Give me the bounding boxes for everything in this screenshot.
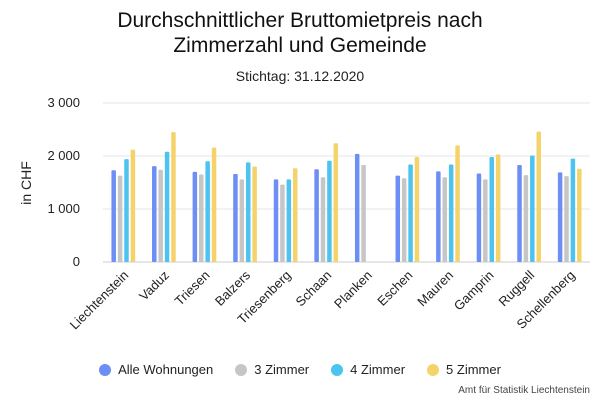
bar xyxy=(252,166,257,262)
bar xyxy=(523,175,529,262)
bar xyxy=(570,158,576,262)
bar xyxy=(333,143,339,262)
bar xyxy=(158,169,163,262)
bar xyxy=(495,154,501,262)
bar xyxy=(489,157,494,262)
bar xyxy=(171,132,176,262)
bar xyxy=(286,179,292,262)
bar xyxy=(292,168,298,262)
bar xyxy=(245,162,251,262)
bar xyxy=(455,145,460,262)
bar xyxy=(361,165,366,262)
x-tick-label: Eschen xyxy=(374,268,415,309)
bar xyxy=(211,147,217,262)
y-tick-label: 0 xyxy=(73,254,80,269)
bar xyxy=(442,177,448,262)
legend-label: 5 Zimmer xyxy=(446,362,501,377)
legend-swatch xyxy=(427,363,440,376)
x-tick-label: Triesen xyxy=(172,268,213,309)
chart-title: Durchschnittlicher Bruttomietpreis nach … xyxy=(0,8,600,58)
bar xyxy=(130,149,136,262)
bar xyxy=(327,160,332,262)
chart-title-line2: Zimmerzahl und Gemeinde xyxy=(173,34,427,57)
legend-swatch xyxy=(99,363,112,376)
bar xyxy=(199,174,204,262)
chart-subtitle: Stichtag: 31.12.2020 xyxy=(235,68,365,84)
bar xyxy=(414,157,420,262)
bar xyxy=(205,161,210,262)
legend-item-5-zimmer[interactable]: 5 Zimmer xyxy=(427,362,501,377)
bar xyxy=(314,169,319,262)
bar xyxy=(233,174,238,262)
chart-legend: Alle Wohnungen 3 Zimmer 4 Zimmer 5 Zimme… xyxy=(0,362,600,377)
bar xyxy=(577,168,582,262)
bar xyxy=(273,179,279,262)
bar xyxy=(320,177,326,262)
legend-swatch xyxy=(235,363,248,376)
legend-label: 4 Zimmer xyxy=(350,362,406,377)
chart-title-line1: Durchschnittlicher Bruttomietpreis nach xyxy=(117,9,483,32)
bar xyxy=(395,175,401,262)
bar xyxy=(448,164,454,262)
x-tick-label: Liechtenstein xyxy=(67,268,132,333)
x-tick-label: Vaduz xyxy=(136,268,172,304)
y-tick-label: 1 000 xyxy=(47,201,80,216)
source-credit: Amt für Statistik Liechtenstein xyxy=(458,385,590,396)
legend-label: 3 Zimmer xyxy=(254,362,310,377)
bar xyxy=(164,151,170,262)
bar xyxy=(557,172,563,262)
y-tick-label: 2 000 xyxy=(47,148,80,163)
bar xyxy=(111,170,116,262)
legend-item-alle-wohnungen[interactable]: Alle Wohnungen xyxy=(99,362,213,377)
legend-item-4-zimmer[interactable]: 4 Zimmer xyxy=(331,362,405,377)
bar xyxy=(124,159,129,262)
bar xyxy=(564,176,569,262)
x-tick-label: Gamprin xyxy=(451,268,497,314)
legend-swatch xyxy=(331,363,344,376)
bar xyxy=(476,173,482,262)
bar xyxy=(239,179,245,262)
x-tick-label: Planken xyxy=(331,268,375,312)
x-tick-label: Schaan xyxy=(293,268,335,310)
legend-label: Alle Wohnungen xyxy=(118,362,214,377)
bar xyxy=(436,171,441,262)
bar xyxy=(401,178,407,262)
bar xyxy=(536,131,541,262)
bar xyxy=(483,179,488,262)
bar xyxy=(517,165,522,262)
bar xyxy=(354,153,360,262)
bar xyxy=(152,166,157,262)
bar xyxy=(280,184,285,262)
legend-item-3-zimmer[interactable]: 3 Zimmer xyxy=(235,362,309,377)
bar xyxy=(408,164,413,262)
bar xyxy=(117,175,123,262)
y-axis-title: in CHF xyxy=(18,161,34,205)
bar xyxy=(530,155,535,262)
y-tick-label: 3 000 xyxy=(47,95,80,110)
bar xyxy=(192,171,198,262)
